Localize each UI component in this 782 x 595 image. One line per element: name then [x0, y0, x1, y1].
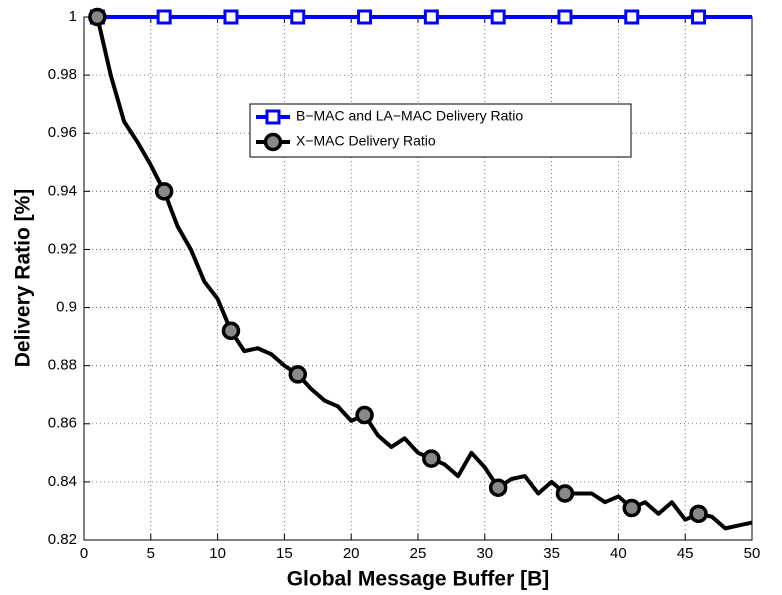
- legend-label: X−MAC Delivery Ratio: [296, 133, 436, 149]
- marker: [691, 9, 707, 25]
- y-tick-label: 0.82: [48, 531, 77, 548]
- marker: [154, 182, 174, 201]
- y-tick-label: 0.88: [48, 357, 77, 374]
- x-tick-label: 40: [610, 545, 627, 562]
- x-tick-label: 25: [410, 545, 427, 562]
- x-tick-label: 0: [80, 545, 88, 562]
- marker: [488, 478, 508, 497]
- y-tick-label: 0.94: [48, 182, 77, 199]
- legend-label: B−MAC and LA−MAC Delivery Ratio: [296, 108, 523, 124]
- marker: [221, 321, 241, 341]
- x-tick-label: 30: [476, 545, 493, 562]
- marker: [423, 9, 439, 25]
- x-tick-label: 10: [209, 545, 226, 562]
- marker: [290, 9, 306, 25]
- marker: [357, 9, 373, 25]
- y-tick-label: 0.98: [48, 66, 77, 83]
- marker: [622, 498, 642, 518]
- x-tick-label: 35: [543, 545, 560, 562]
- marker: [265, 109, 281, 125]
- y-tick-label: 1: [69, 8, 77, 25]
- marker: [624, 9, 640, 25]
- x-tick-label: 20: [343, 545, 360, 562]
- marker: [355, 405, 374, 425]
- x-axis-label: Global Message Buffer [B]: [287, 568, 550, 591]
- x-tick-label: 15: [276, 545, 293, 562]
- legend-box: [249, 103, 632, 158]
- marker: [689, 504, 708, 524]
- marker: [557, 9, 573, 25]
- y-tick-label: 0.86: [48, 415, 77, 432]
- marker: [555, 484, 575, 503]
- x-tick-label: 45: [677, 545, 694, 562]
- y-axis-label: Delivery Ratio [%]: [12, 189, 35, 368]
- marker: [156, 9, 172, 25]
- legend: B−MAC and LA−MAC Delivery Ratio X−MAC Del…: [249, 103, 632, 158]
- x-tick-label: 5: [147, 545, 155, 562]
- y-tick-label: 0.96: [48, 124, 77, 141]
- marker: [422, 449, 441, 468]
- marker: [263, 132, 283, 152]
- y-tick-label: 0.92: [48, 240, 77, 257]
- marker: [490, 9, 506, 25]
- marker: [88, 7, 107, 27]
- marker: [223, 9, 239, 25]
- x-tick-label: 50: [744, 545, 761, 562]
- y-tick-label: 0.9: [56, 299, 77, 316]
- y-tick-label: 0.84: [48, 473, 77, 490]
- marker: [288, 365, 308, 384]
